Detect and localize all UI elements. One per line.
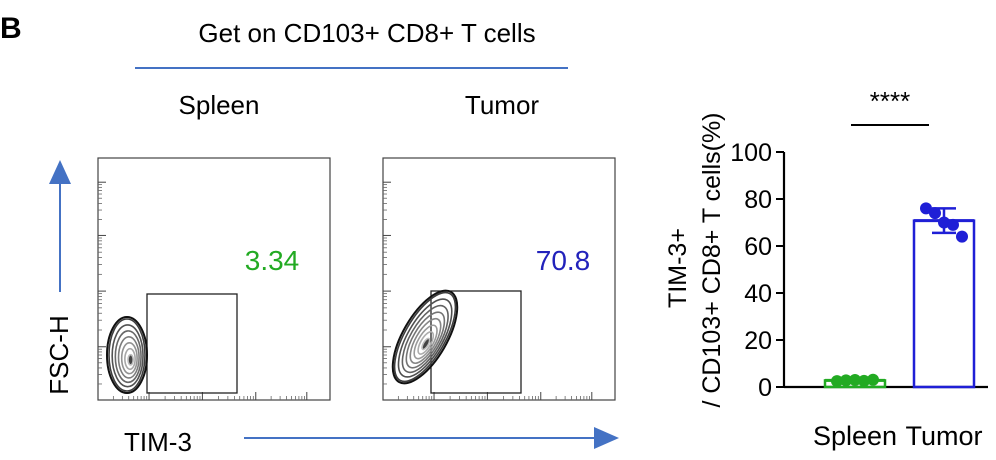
flow-plot-tumor: 70.8: [382, 157, 616, 401]
data-point: [849, 373, 861, 386]
flow-x-axis-label: TIM-3: [124, 427, 192, 457]
x-category-label: Spleen: [813, 421, 897, 451]
bar-chart: TIM-3+ / CD103+ CD8+ T cells(%) **** 0 20…: [664, 86, 988, 451]
gate-percent-tumor: 70.8: [536, 245, 591, 276]
contour-ring: [393, 291, 457, 383]
x-axis-arrow: [244, 427, 619, 449]
y-tick-label: 40: [744, 280, 772, 308]
contour-ring: [397, 298, 453, 378]
contour-ring: [120, 341, 138, 375]
data-point: [840, 374, 852, 387]
contour-ring: [127, 353, 134, 366]
data-point: [920, 202, 932, 215]
contour-ring: [114, 330, 142, 384]
flow-y-axis-label: FSC-H: [44, 315, 74, 394]
contour-ring: [409, 317, 442, 364]
contour-ring: [413, 324, 438, 360]
flow-ticks-spleen: [97, 181, 308, 401]
data-point: [831, 375, 843, 388]
data-point: [858, 374, 870, 387]
contour-ring: [111, 324, 144, 388]
contour-tumor: [391, 289, 459, 385]
contour-ring: [405, 311, 446, 369]
significance-label: ****: [870, 86, 910, 116]
contour-spleen: [106, 316, 148, 394]
y-axis-arrow: [49, 160, 71, 292]
bar-tumor: [912, 219, 976, 389]
data-point: [956, 230, 968, 243]
x-category-label: Tumor: [905, 421, 982, 451]
gate-spleen: [146, 293, 238, 394]
y-axis-label-line2: / CD103+ CD8+ T cells(%): [698, 112, 726, 407]
contour-outline: [106, 316, 148, 394]
y-axis-label-line1: TIM-3+: [664, 228, 692, 308]
contour-ring: [401, 304, 449, 374]
gate-percent-spleen: 3.34: [245, 245, 300, 276]
data-point: [929, 207, 941, 220]
data-point: [938, 216, 950, 229]
flow-plot-spleen: 3.34: [97, 157, 331, 401]
contour-ring: [117, 336, 140, 379]
y-tick-label: 60: [744, 233, 772, 261]
header-title: Get on CD103+ CD8+ T cells: [198, 18, 535, 48]
contour-outline: [391, 289, 459, 385]
y-tick-label: 100: [730, 139, 772, 167]
data-point: [867, 373, 879, 386]
y-tick-label: 20: [744, 327, 772, 355]
contour-ring: [421, 337, 431, 351]
flow-panel-title-spleen: Spleen: [179, 90, 260, 120]
y-tick-label: 0: [758, 374, 772, 402]
contour-ring: [417, 331, 435, 355]
contour-ring: [108, 318, 146, 392]
data-point: [947, 218, 959, 231]
panel-label: B: [0, 12, 22, 45]
y-tick-label: 80: [744, 186, 772, 214]
flow-panel-title-tumor: Tumor: [465, 90, 539, 120]
contour-ring: [124, 347, 136, 371]
